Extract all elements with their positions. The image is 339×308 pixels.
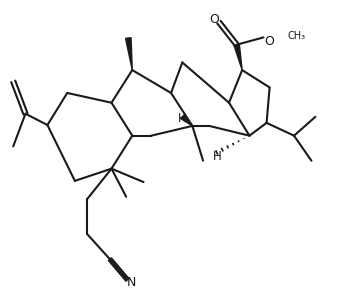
- Text: N: N: [127, 276, 136, 289]
- Polygon shape: [181, 115, 193, 126]
- Text: H: H: [178, 112, 187, 125]
- Text: O: O: [210, 13, 220, 26]
- Polygon shape: [234, 44, 242, 70]
- Text: CH₃: CH₃: [287, 30, 305, 41]
- Text: O: O: [265, 35, 275, 48]
- Text: H: H: [213, 150, 221, 163]
- Polygon shape: [125, 38, 132, 70]
